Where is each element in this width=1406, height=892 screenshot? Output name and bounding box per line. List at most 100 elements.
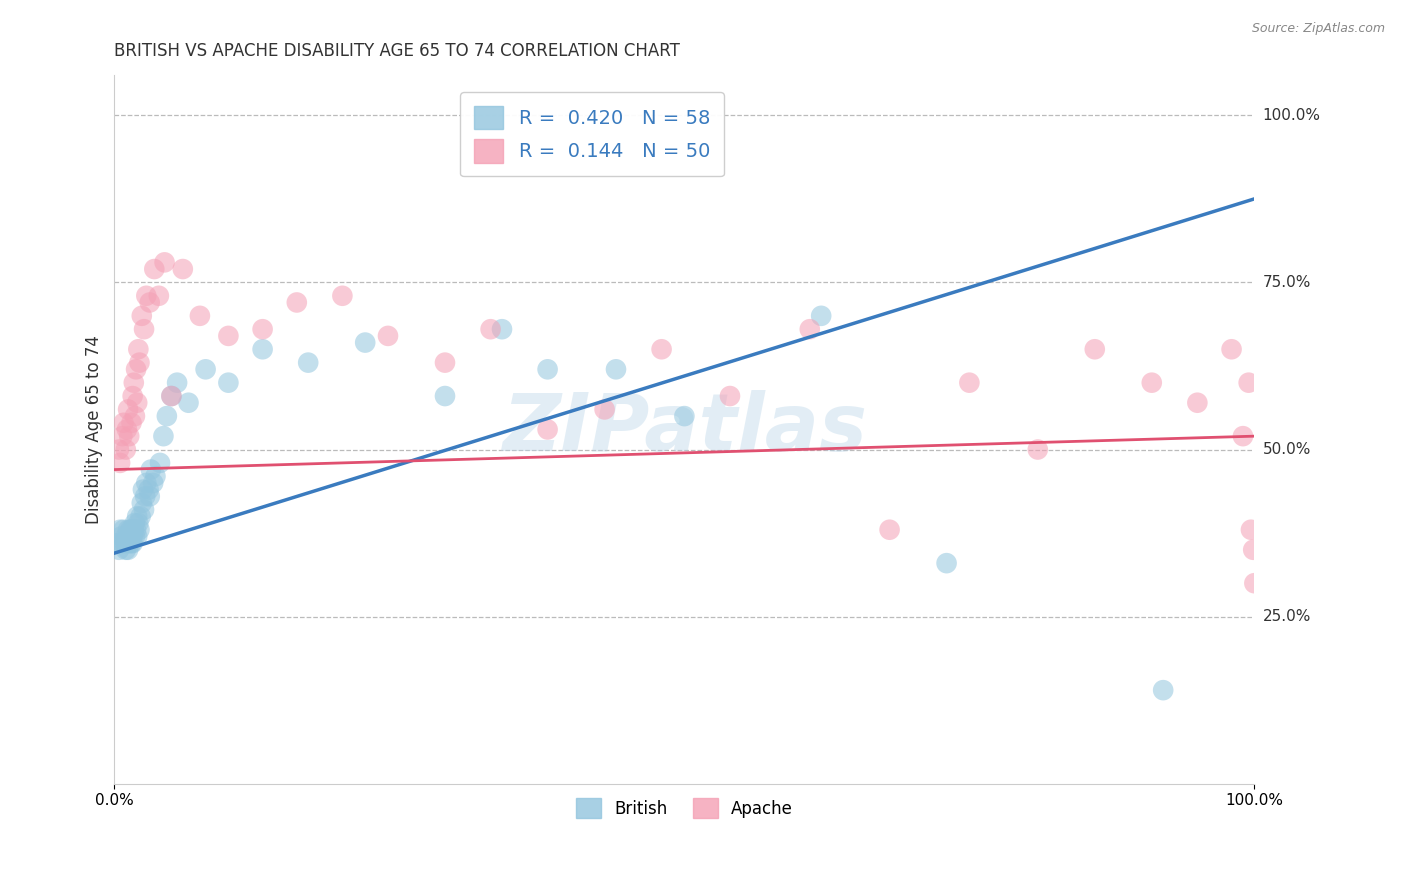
Point	[160, 389, 183, 403]
Text: 75.0%: 75.0%	[1263, 275, 1310, 290]
Point	[131, 309, 153, 323]
Point	[194, 362, 217, 376]
Point	[1237, 376, 1260, 390]
Point	[132, 322, 155, 336]
Text: 50.0%: 50.0%	[1263, 442, 1310, 457]
Point	[799, 322, 821, 336]
Point	[810, 309, 832, 323]
Point	[188, 309, 211, 323]
Point	[127, 509, 149, 524]
Point	[1026, 442, 1049, 457]
Point	[252, 322, 274, 336]
Point	[135, 289, 157, 303]
Point	[718, 389, 741, 403]
Text: ZIPatlas: ZIPatlas	[502, 391, 868, 468]
Point	[160, 389, 183, 403]
Point	[131, 496, 153, 510]
Point	[139, 295, 162, 310]
Point	[115, 536, 138, 550]
Point	[118, 429, 141, 443]
Point	[114, 529, 136, 543]
Text: 25.0%: 25.0%	[1263, 609, 1310, 624]
Point	[122, 523, 145, 537]
Point	[121, 536, 143, 550]
Point	[127, 395, 149, 409]
Point	[121, 529, 143, 543]
Point	[117, 523, 139, 537]
Point	[149, 456, 172, 470]
Point	[153, 255, 176, 269]
Point	[114, 542, 136, 557]
Point	[377, 329, 399, 343]
Point	[593, 402, 616, 417]
Point	[128, 356, 150, 370]
Point	[118, 529, 141, 543]
Point	[108, 442, 131, 457]
Point	[142, 475, 165, 490]
Point	[354, 335, 377, 350]
Point	[252, 343, 274, 357]
Point	[124, 529, 146, 543]
Point	[117, 542, 139, 557]
Point	[120, 523, 142, 537]
Point	[127, 516, 149, 530]
Point	[118, 536, 141, 550]
Point	[935, 556, 957, 570]
Point	[114, 442, 136, 457]
Point	[156, 409, 179, 423]
Point	[125, 523, 148, 537]
Point	[114, 536, 136, 550]
Point	[1220, 343, 1243, 357]
Legend: British, Apache: British, Apache	[569, 791, 800, 825]
Point	[121, 389, 143, 403]
Point	[285, 295, 308, 310]
Point	[132, 483, 155, 497]
Point	[121, 416, 143, 430]
Point	[1241, 542, 1264, 557]
Point	[152, 429, 174, 443]
Point	[124, 516, 146, 530]
Point	[536, 362, 558, 376]
Point	[125, 362, 148, 376]
Point	[433, 356, 456, 370]
Point	[177, 395, 200, 409]
Point	[536, 422, 558, 436]
Point	[117, 402, 139, 417]
Point	[217, 376, 239, 390]
Point	[138, 483, 160, 497]
Point	[1187, 395, 1209, 409]
Point	[108, 542, 131, 557]
Point	[166, 376, 188, 390]
Point	[651, 343, 673, 357]
Point	[127, 529, 149, 543]
Point	[124, 409, 146, 423]
Point	[217, 329, 239, 343]
Point	[128, 523, 150, 537]
Text: BRITISH VS APACHE DISABILITY AGE 65 TO 74 CORRELATION CHART: BRITISH VS APACHE DISABILITY AGE 65 TO 7…	[114, 42, 681, 60]
Point	[139, 462, 162, 476]
Point	[132, 502, 155, 516]
Point	[112, 523, 135, 537]
Point	[121, 523, 143, 537]
Point	[108, 523, 131, 537]
Point	[107, 536, 129, 550]
Point	[129, 509, 152, 524]
Point	[1152, 683, 1174, 698]
Point	[145, 469, 167, 483]
Point	[297, 356, 319, 370]
Point	[1232, 429, 1254, 443]
Point	[433, 389, 456, 403]
Y-axis label: Disability Age 65 to 74: Disability Age 65 to 74	[86, 335, 103, 524]
Point	[115, 422, 138, 436]
Point	[108, 456, 131, 470]
Point	[1140, 376, 1163, 390]
Point	[110, 529, 132, 543]
Point	[1240, 523, 1263, 537]
Point	[1243, 576, 1265, 591]
Point	[1084, 343, 1107, 357]
Point	[111, 536, 134, 550]
Point	[957, 376, 980, 390]
Point	[491, 322, 513, 336]
Point	[111, 429, 134, 443]
Point	[134, 489, 156, 503]
